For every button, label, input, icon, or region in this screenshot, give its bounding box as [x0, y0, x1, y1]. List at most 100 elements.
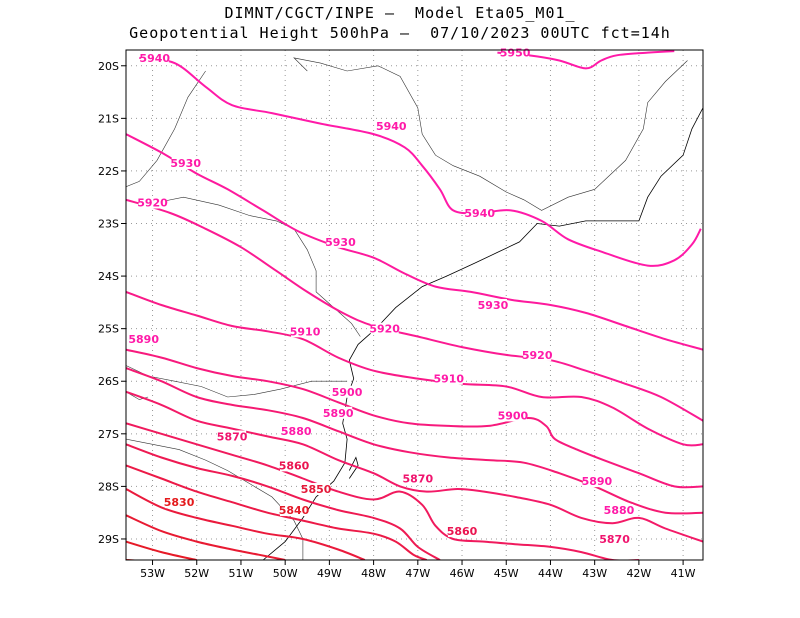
state-border	[126, 438, 304, 560]
contour-label: 5940	[464, 207, 495, 220]
contour-5890	[126, 367, 703, 515]
lon-tick-label: 50W	[273, 567, 298, 580]
lat-tick-label: 29S	[98, 533, 119, 546]
contour-5900	[126, 348, 703, 489]
contour-label-bg	[403, 472, 432, 485]
contour-5950	[497, 50, 675, 70]
lon-tick-label: 48W	[361, 567, 386, 580]
contour-label: 5870	[217, 430, 248, 443]
contour-label: 5930	[325, 236, 356, 249]
map-title-line1: DIMNT/CGCT/INPE – Model Eta05_M01_	[224, 4, 576, 22]
contour-label: 5870	[599, 533, 630, 546]
lat-tick-label: 24S	[98, 270, 119, 283]
map-gridlines	[126, 50, 703, 560]
contour-5850	[126, 464, 428, 560]
contour-label: 5910	[433, 373, 464, 386]
contour-label: 5930	[478, 299, 509, 312]
lat-tick-label: 23S	[98, 218, 119, 231]
lon-tick-label: 44W	[538, 567, 563, 580]
coastline	[348, 456, 359, 479]
state-border	[126, 70, 206, 187]
lat-tick-label: 28S	[98, 480, 119, 493]
contour-label-bg	[324, 406, 353, 419]
contour-label-bg	[326, 235, 355, 248]
contour-label: 5900	[498, 409, 529, 422]
contour-5940	[139, 56, 702, 267]
contour-label-bg	[218, 430, 247, 443]
contour-label: 5920	[522, 349, 553, 362]
lon-tick-label: 42W	[626, 567, 651, 580]
map-frame	[125, 49, 704, 561]
contour-5930	[126, 133, 703, 351]
lat-tick-label: 22S	[98, 165, 119, 178]
contour-label-bg	[129, 333, 158, 346]
contour-label-bg	[600, 532, 629, 545]
contour-label-bg	[523, 348, 552, 361]
lon-tick-label: 45W	[494, 567, 519, 580]
lat-tick-label: 21S	[98, 112, 119, 125]
contour-label-bg	[604, 504, 633, 517]
contour-label-bg	[282, 425, 311, 438]
contour-label: 5890	[323, 407, 354, 420]
contour-label: 5890	[582, 475, 613, 488]
contour-label: 5860	[279, 459, 310, 472]
contour-label-bg	[138, 196, 167, 209]
lon-tick-label: 51W	[229, 567, 254, 580]
contour-label: 5940	[376, 120, 407, 133]
contour-label-bg	[165, 496, 194, 509]
contour-label-bg	[333, 385, 362, 398]
lon-tick-label: 47W	[405, 567, 430, 580]
contour-5820	[126, 540, 197, 560]
lat-tick-label: 20S	[98, 60, 119, 73]
contour-label: 5920	[369, 323, 400, 336]
contour-5880	[126, 390, 703, 543]
contour-label: 5930	[170, 157, 201, 170]
lon-tick-label: 53W	[140, 567, 165, 580]
axis-ticks: 53W 52W 51W 50W 49W 48W 47W 46W 45W 44W 43W 42W 41W 2…	[98, 60, 696, 580]
contour-label: 5830	[164, 496, 195, 509]
contour-5830	[126, 514, 286, 560]
contour-label-bg	[302, 483, 331, 496]
contour-label-bg	[448, 525, 477, 538]
contour-label: 5880	[281, 425, 312, 438]
map-title-line2: Geopotential Height 500hPa – 07/10/2023 …	[129, 24, 671, 42]
contour-label: 5870	[403, 473, 434, 486]
lon-tick-label: 41W	[671, 567, 696, 580]
contour-label-bg	[370, 322, 399, 335]
contour-label: 5890	[128, 333, 159, 346]
contour-label-bg	[171, 157, 200, 170]
lon-tick-label: 49W	[317, 567, 342, 580]
state-border	[293, 57, 688, 211]
contour-label: 5850	[301, 483, 332, 496]
lon-tick-label: 46W	[450, 567, 475, 580]
contour-5840	[126, 488, 366, 560]
lon-tick-label: 52W	[184, 567, 209, 580]
lat-tick-label: 25S	[98, 323, 119, 336]
contour-label: 5940	[139, 52, 170, 65]
contour-label-bg	[478, 299, 507, 311]
contour-label-bg	[582, 475, 611, 488]
contour-label: 5900	[332, 386, 363, 399]
contour-label: 5950	[500, 47, 531, 60]
contour-5920	[126, 198, 703, 422]
contour-label-bg	[498, 409, 527, 422]
contour-label-bg	[280, 504, 309, 517]
lat-tick-label: 26S	[98, 375, 119, 388]
contour-label-layer: 5940 5940 5940 5950 5930 5930 5930 5920 5920 5920…	[128, 46, 635, 546]
contour-5860	[126, 443, 441, 560]
lat-tick-label: 27S	[98, 428, 119, 441]
contour-label-bg	[465, 206, 494, 219]
lon-tick-label: 43W	[582, 567, 607, 580]
contour-label: 5840	[279, 504, 310, 517]
contour-label: 5880	[604, 504, 635, 517]
geography-layer	[126, 57, 703, 560]
contour-layer	[126, 50, 703, 560]
contour-label-bg	[434, 372, 463, 385]
contour-label-bg	[291, 325, 320, 338]
coastline	[262, 107, 703, 560]
state-border	[126, 365, 348, 398]
contour-label-bg	[377, 120, 406, 133]
contour-label-bg	[280, 459, 309, 472]
contour-label-bg	[140, 51, 169, 64]
